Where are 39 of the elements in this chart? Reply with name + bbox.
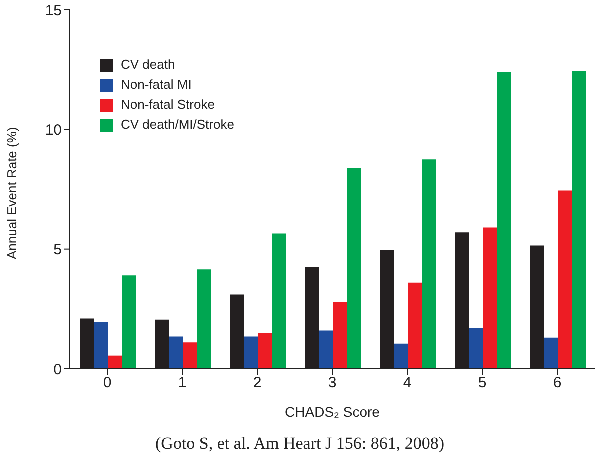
bar bbox=[422, 160, 436, 369]
y-tick-label: 5 bbox=[54, 242, 62, 259]
bar bbox=[484, 228, 498, 369]
bar bbox=[544, 338, 558, 369]
bar bbox=[122, 276, 136, 369]
x-tick-label: 5 bbox=[478, 374, 487, 392]
bar bbox=[320, 330, 334, 369]
bar bbox=[244, 336, 258, 369]
legend-label: Non-fatal MI bbox=[121, 76, 192, 94]
x-tick-label: 1 bbox=[178, 374, 187, 392]
bar bbox=[94, 322, 108, 369]
y-tick-label: 15 bbox=[45, 2, 62, 20]
bar bbox=[272, 234, 286, 369]
x-tick-label: 3 bbox=[328, 374, 337, 392]
bar bbox=[334, 302, 348, 369]
bar bbox=[498, 72, 512, 369]
x-tick-label: 6 bbox=[553, 374, 562, 392]
bar bbox=[572, 71, 586, 369]
y-tick-label: 0 bbox=[54, 361, 62, 378]
bar bbox=[184, 342, 198, 369]
y-tick-label: 10 bbox=[45, 122, 62, 139]
bar bbox=[348, 168, 362, 369]
x-tick-label: 4 bbox=[403, 374, 412, 392]
legend-label: Non-fatal Stroke bbox=[121, 96, 215, 114]
x-axis-title: CHADS₂ Score bbox=[285, 404, 380, 420]
x-tick-label: 2 bbox=[253, 374, 262, 392]
bar bbox=[170, 336, 184, 369]
bar bbox=[258, 333, 272, 369]
y-axis-title: Annual Event Rate (%) bbox=[4, 127, 20, 260]
text: (Goto S, et al. Am Heart J 156: 861, 2008) bbox=[154, 434, 446, 454]
bar bbox=[470, 328, 484, 369]
x-tick-label: 0 bbox=[103, 374, 112, 392]
bar bbox=[108, 356, 122, 369]
bar bbox=[394, 344, 408, 369]
bar bbox=[558, 190, 572, 369]
legend-label: CV death/MI/Stroke bbox=[121, 116, 234, 134]
bar bbox=[408, 282, 422, 369]
bar bbox=[198, 270, 212, 369]
legend-label: CV death bbox=[121, 56, 176, 74]
